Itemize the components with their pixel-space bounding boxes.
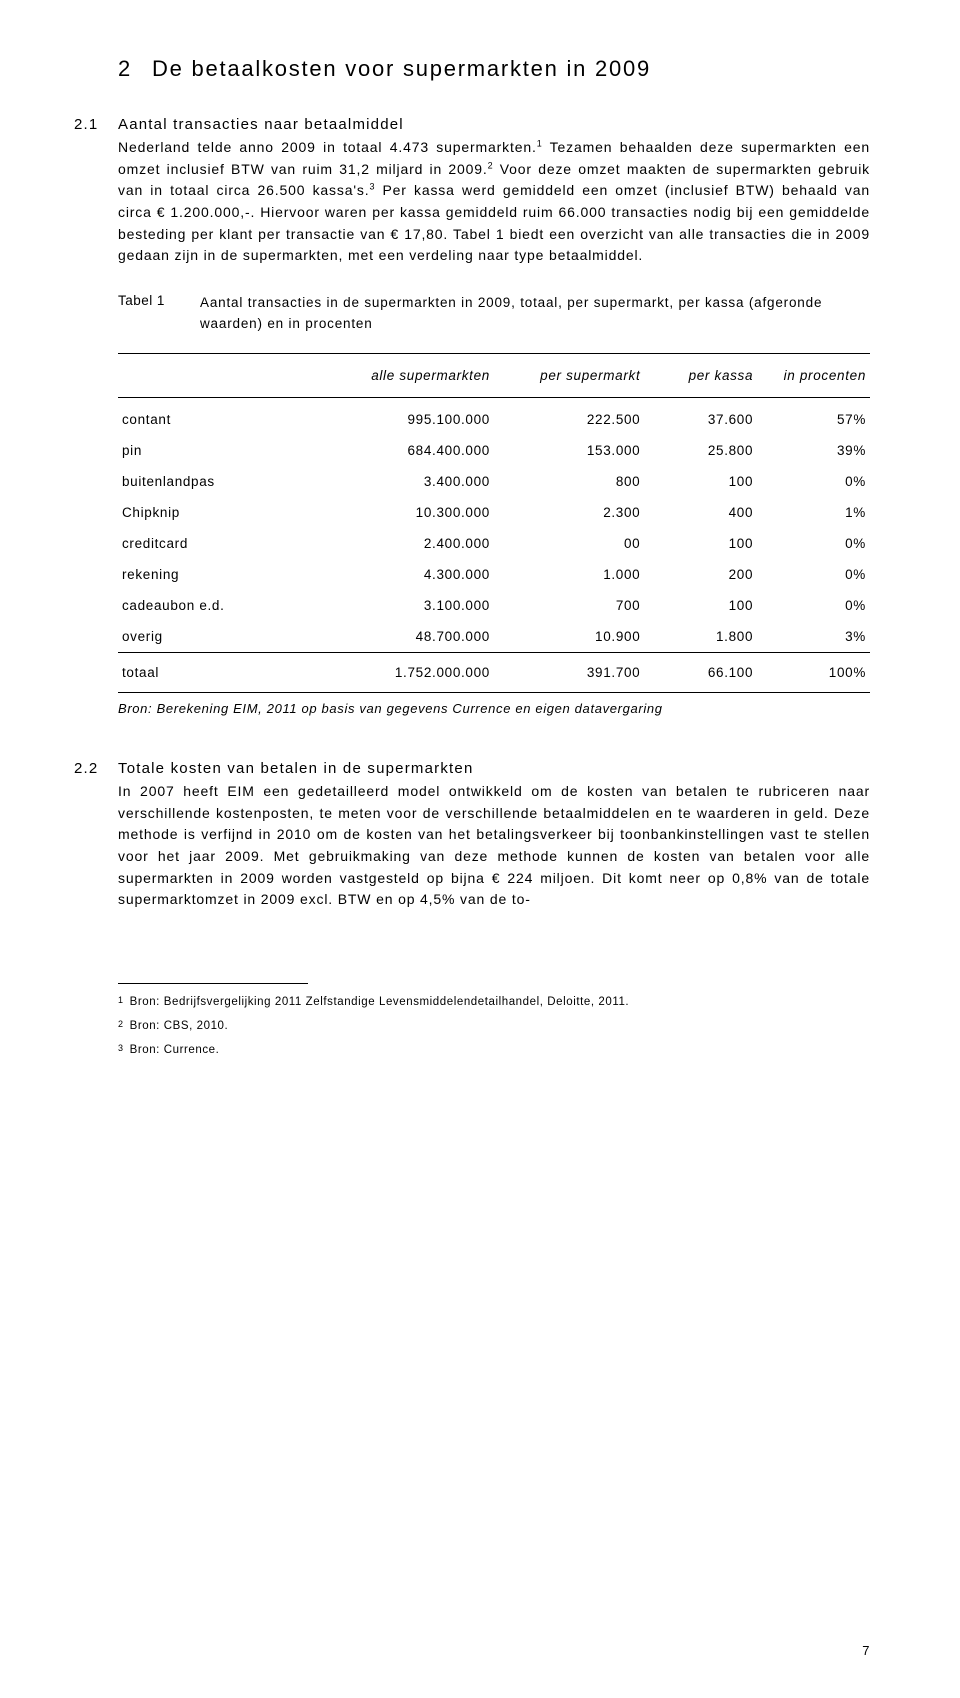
table-cell: cadeaubon e.d. (118, 590, 314, 621)
table-cell: 57% (757, 397, 870, 435)
footnote: 3 Bron: Currence. (118, 1042, 868, 1060)
table-cell: contant (118, 397, 314, 435)
table-cell: 100 (644, 528, 757, 559)
table-cell: 100 (644, 590, 757, 621)
table-cell: 391.700 (494, 652, 644, 692)
table-cell: 25.800 (644, 435, 757, 466)
table-cell: 0% (757, 590, 870, 621)
table-cell: 400 (644, 497, 757, 528)
table-cell: 3.400.000 (314, 466, 494, 497)
footnotes: 1 Bron: Bedrijfsvergelijking 2011 Zelfsta… (118, 984, 868, 1059)
table-cell: creditcard (118, 528, 314, 559)
section-number: 2.2 (74, 760, 118, 777)
table-cell: 100% (757, 652, 870, 692)
table-row: overig48.700.00010.9001.8003% (118, 621, 870, 653)
footnote-text: Bron: Bedrijfsvergelijking 2011 Zelfstan… (130, 994, 630, 1012)
chapter-title: De betaalkosten voor supermarkten in 200… (152, 56, 651, 82)
table-row: contant995.100.000222.50037.60057% (118, 397, 870, 435)
table-cell: 3% (757, 621, 870, 653)
footnote-text: Bron: Currence. (130, 1042, 220, 1060)
table-cell: 1% (757, 497, 870, 528)
table-cell: 0% (757, 466, 870, 497)
table-cell: 0% (757, 528, 870, 559)
col-header: alle supermarkten (314, 353, 494, 397)
table-cell: 200 (644, 559, 757, 590)
body-paragraph: Nederland telde anno 2009 in totaal 4.47… (118, 137, 870, 267)
col-header: per supermarkt (494, 353, 644, 397)
footnote: 2 Bron: CBS, 2010. (118, 1018, 868, 1036)
table-cell: pin (118, 435, 314, 466)
table-row: creditcard2.400.000001000% (118, 528, 870, 559)
table-cell: 153.000 (494, 435, 644, 466)
table-cell: 37.600 (644, 397, 757, 435)
section-number: 2.1 (74, 116, 118, 133)
col-header (118, 353, 314, 397)
document-page: 2 De betaalkosten voor supermarkten in 2… (0, 0, 960, 1698)
section-heading: 2.1 Aantal transacties naar betaalmiddel (118, 116, 870, 133)
table-cell: Chipknip (118, 497, 314, 528)
section-title: Totale kosten van betalen in de supermar… (118, 760, 474, 777)
footnote: 1 Bron: Bedrijfsvergelijking 2011 Zelfsta… (118, 994, 868, 1012)
table-cell: 2.300 (494, 497, 644, 528)
table-cell: 48.700.000 (314, 621, 494, 653)
table-cell: 222.500 (494, 397, 644, 435)
table-cell: 10.900 (494, 621, 644, 653)
page-number: 7 (862, 1643, 870, 1658)
chapter-number: 2 (118, 56, 152, 82)
footnote-marker: 2 (118, 1018, 124, 1036)
table-header-row: alle supermarkten per supermarkt per kas… (118, 353, 870, 397)
table-cell: rekening (118, 559, 314, 590)
table-cell: 10.300.000 (314, 497, 494, 528)
section-heading: 2.2 Totale kosten van betalen in de supe… (118, 760, 870, 777)
table-cell: 100 (644, 466, 757, 497)
body-paragraph: In 2007 heeft EIM een gedetailleerd mode… (118, 781, 870, 911)
table-totals-row: totaal1.752.000.000391.70066.100100% (118, 652, 870, 692)
table-cell: 66.100 (644, 652, 757, 692)
table-cell: 1.800 (644, 621, 757, 653)
table-cell: 3.100.000 (314, 590, 494, 621)
table-cell: 2.400.000 (314, 528, 494, 559)
table-cell: 700 (494, 590, 644, 621)
table-cell: totaal (118, 652, 314, 692)
section-title: Aantal transacties naar betaalmiddel (118, 116, 404, 133)
table-caption: Aantal transacties in de supermarkten in… (200, 293, 870, 335)
footnote-text: Bron: CBS, 2010. (130, 1018, 229, 1036)
table-caption-row: Tabel 1 Aantal transacties in de superma… (118, 293, 870, 335)
table-row: buitenlandpas3.400.0008001000% (118, 466, 870, 497)
table-body: contant995.100.000222.50037.60057%pin684… (118, 397, 870, 692)
table-row: rekening4.300.0001.0002000% (118, 559, 870, 590)
table-cell: 00 (494, 528, 644, 559)
transactions-table: alle supermarkten per supermarkt per kas… (118, 353, 870, 693)
chapter-heading: 2 De betaalkosten voor supermarkten in 2… (118, 56, 870, 82)
table-cell: buitenlandpas (118, 466, 314, 497)
table-row: Chipknip10.300.0002.3004001% (118, 497, 870, 528)
table-row: pin684.400.000153.00025.80039% (118, 435, 870, 466)
footnote-marker: 1 (118, 994, 124, 1012)
table-cell: 39% (757, 435, 870, 466)
table-cell: 0% (757, 559, 870, 590)
table-row: cadeaubon e.d.3.100.0007001000% (118, 590, 870, 621)
col-header: in procenten (757, 353, 870, 397)
table-source: Bron: Berekening EIM, 2011 op basis van … (118, 701, 870, 716)
table-cell: 684.400.000 (314, 435, 494, 466)
table-cell: 1.752.000.000 (314, 652, 494, 692)
table-cell: 4.300.000 (314, 559, 494, 590)
table-cell: 800 (494, 466, 644, 497)
table-cell: 995.100.000 (314, 397, 494, 435)
col-header: per kassa (644, 353, 757, 397)
table-cell: 1.000 (494, 559, 644, 590)
table-label: Tabel 1 (118, 293, 200, 335)
table-cell: overig (118, 621, 314, 653)
footnote-marker: 3 (118, 1042, 124, 1060)
